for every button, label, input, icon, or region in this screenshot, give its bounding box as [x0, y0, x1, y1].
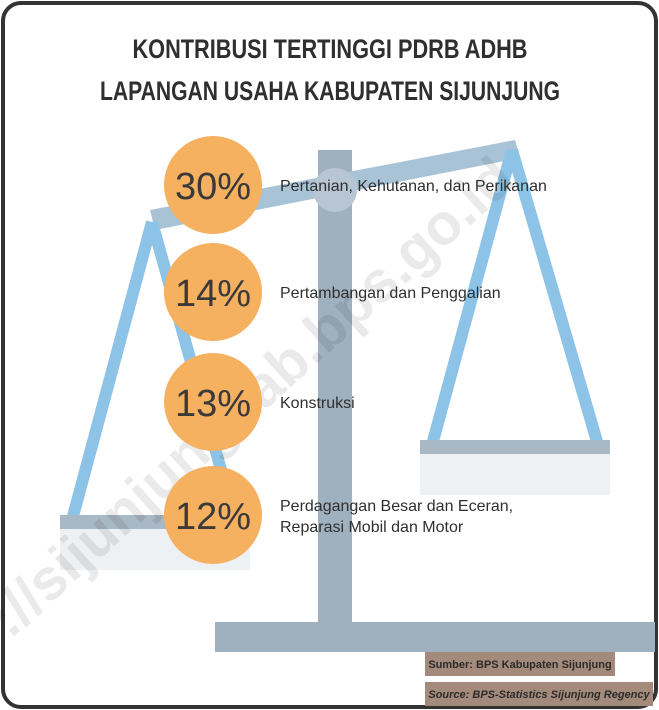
source-id: Sumber: BPS Kabupaten Sijunjung — [428, 659, 611, 671]
source-box — [425, 652, 615, 676]
pole — [318, 150, 352, 630]
percent-badge — [164, 353, 262, 451]
source-en: Source: BPS-Statistics Sijunjung Regency — [428, 689, 650, 701]
percent-value: 13% — [175, 383, 251, 425]
percent-value: 12% — [175, 496, 251, 538]
sector-label: Reparasi Mobil dan Motor — [280, 519, 464, 536]
source-box — [425, 682, 653, 706]
percent-badge — [164, 136, 262, 234]
pivot — [313, 168, 357, 212]
title-line: LAPANGAN USAHA KABUPATEN SIJUNJUNG — [100, 76, 560, 106]
percent-badge — [164, 243, 262, 341]
right-pan-rim — [420, 440, 610, 454]
title-line: KONTRIBUSI TERTINGGI PDRB ADHB — [133, 34, 528, 64]
sector-label: Perdagangan Besar dan Eceran, — [280, 498, 513, 515]
percent-value: 30% — [175, 166, 251, 208]
percent-badge — [164, 466, 262, 564]
string — [506, 148, 604, 447]
base — [215, 622, 655, 652]
percent-value: 14% — [175, 273, 251, 315]
sector-label: Konstruksi — [280, 395, 355, 412]
sector-label: Pertambangan dan Penggalian — [280, 285, 501, 302]
string — [426, 148, 518, 447]
string — [66, 220, 158, 522]
sector-label: Pertanian, Kehutanan, dan Perikanan — [280, 178, 547, 195]
